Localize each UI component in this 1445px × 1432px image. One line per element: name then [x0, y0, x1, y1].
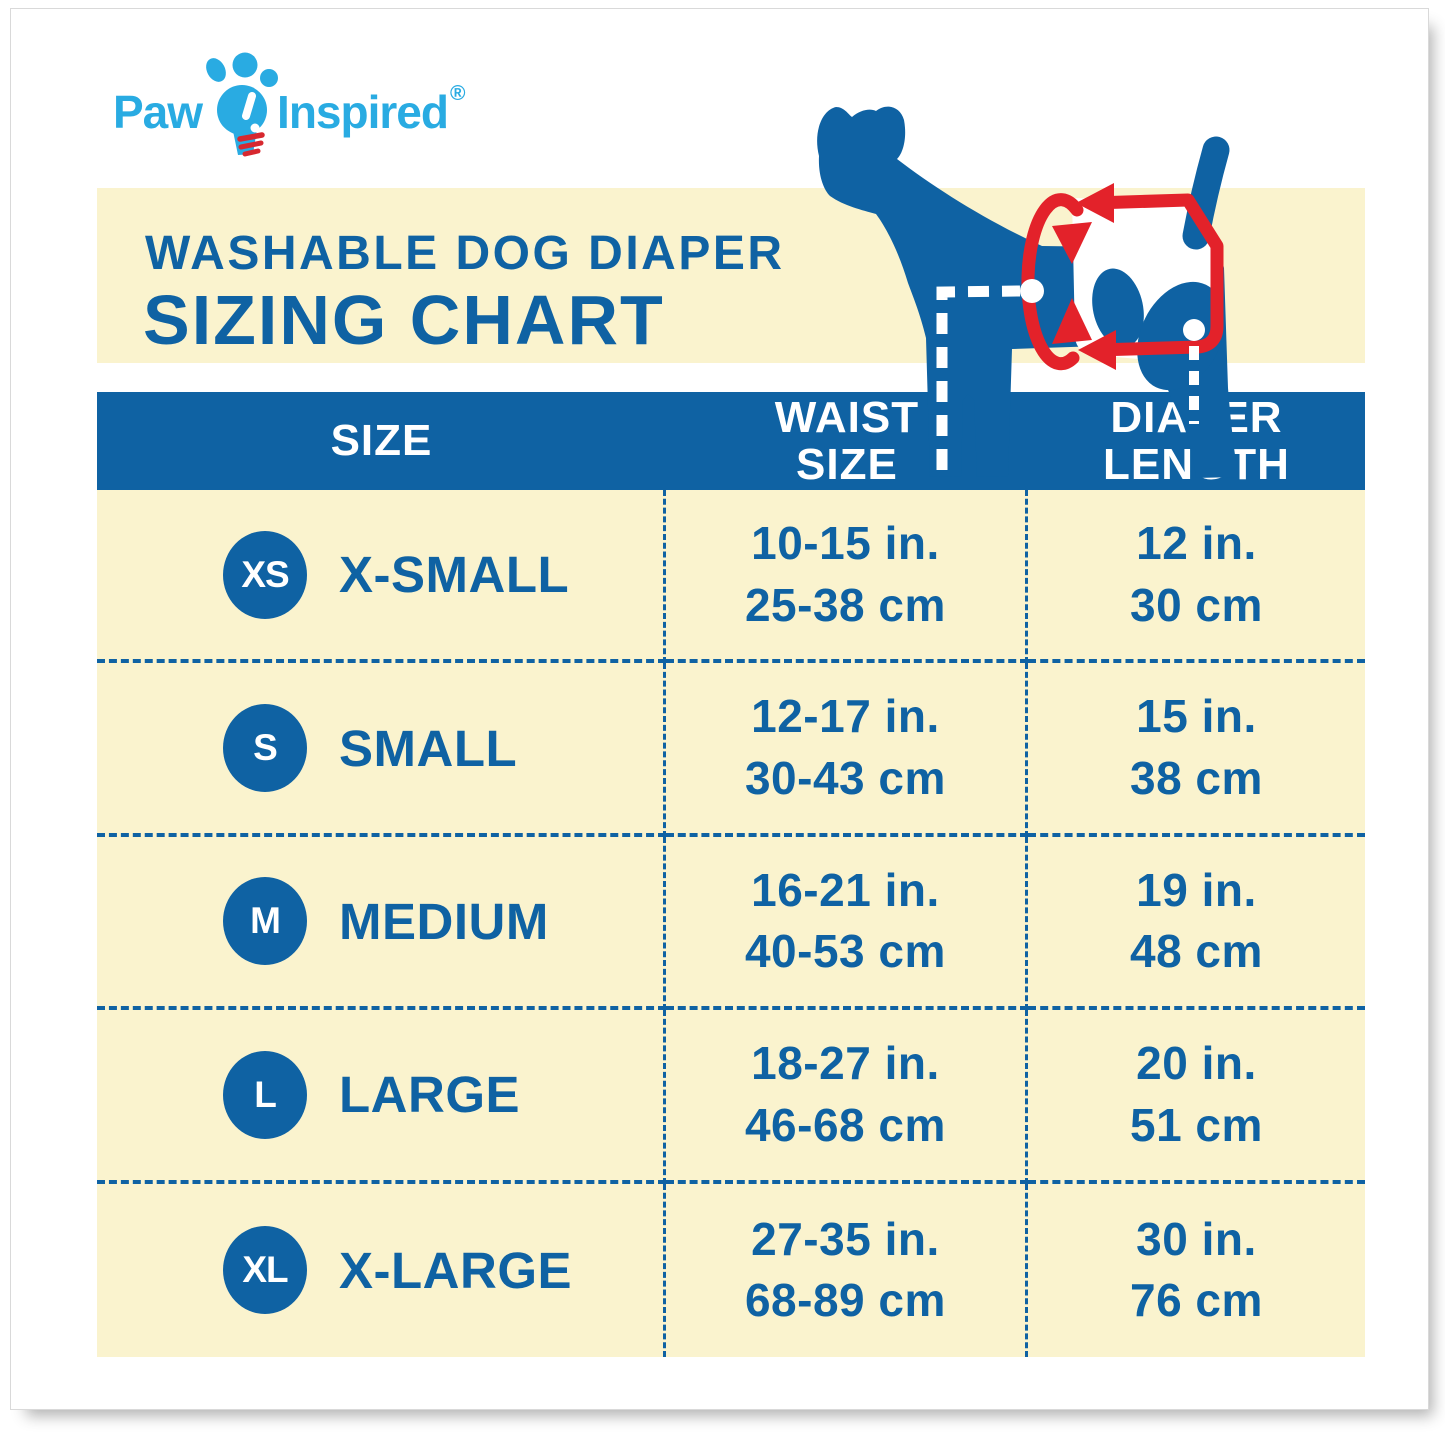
- waist-size-cell: 18-27 in. 46-68 cm: [665, 1010, 1028, 1184]
- table-header-row: SIZE WAIST SIZE DIAPER LENGTH: [97, 392, 1365, 490]
- size-cell: L LARGE: [97, 1010, 666, 1184]
- diaper-length-cell: 19 in. 48 cm: [1027, 837, 1365, 1011]
- size-name: MEDIUM: [339, 892, 549, 950]
- brand-logo: Paw Inspired ®: [113, 52, 465, 172]
- waist-measure-arc: [1021, 193, 1084, 371]
- waist-inches-value: 18-27 in.: [751, 1037, 940, 1090]
- size-badge: L: [223, 1050, 307, 1139]
- length-arrowhead-bottom: [1078, 330, 1116, 370]
- diaper-length-cell: 30 in. 76 cm: [1028, 1184, 1365, 1357]
- size-badge-label: XL: [242, 1249, 288, 1291]
- waist-inches-value: 12-17 in.: [751, 690, 940, 743]
- diaper-length-cell: 12 in. 30 cm: [1027, 490, 1365, 664]
- registered-trademark-symbol: ®: [449, 82, 466, 105]
- length-inches-value: 15 in.: [1136, 690, 1257, 743]
- length-inches-value: 19 in.: [1136, 863, 1257, 916]
- diaper-length-cell: 15 in. 38 cm: [1027, 663, 1365, 837]
- size-badge-label: M: [250, 900, 281, 942]
- waist-cm-value: 46-68 cm: [744, 1098, 946, 1151]
- diaper-leg-hole: [1092, 268, 1144, 348]
- length-cm-value: 38 cm: [1129, 752, 1263, 805]
- waist-cm-value: 40-53 cm: [744, 925, 946, 978]
- size-name: LARGE: [339, 1066, 520, 1124]
- size-cell: M MEDIUM: [97, 836, 666, 1011]
- page-title: SIZING CHART: [143, 281, 665, 359]
- length-inches-value: 30 in.: [1136, 1212, 1257, 1265]
- waist-cm-value: 68-89 cm: [744, 1274, 946, 1327]
- table-body: XS X-SMALL 10-15 in. 25-38 cm 12 in. 30 …: [97, 490, 1365, 1357]
- leg-guide-dot: [1183, 319, 1205, 341]
- waist-cm-value: 25-38 cm: [744, 578, 946, 631]
- length-inches-value: 12 in.: [1136, 517, 1257, 570]
- waist-inches-value: 10-15 in.: [751, 517, 940, 570]
- waist-arrowhead-up: [1052, 298, 1092, 344]
- column-header-waist-size: WAIST SIZE: [774, 392, 920, 489]
- size-cell: S SMALL: [97, 663, 666, 837]
- size-name: X-SMALL: [339, 546, 570, 604]
- waist-size-cell: 27-35 in. 68-89 cm: [666, 1183, 1028, 1357]
- size-cell: XL X-LARGE: [97, 1183, 666, 1357]
- size-badge-label: XS: [241, 553, 289, 595]
- size-name: SMALL: [339, 719, 518, 777]
- waist-inches-value: 16-21 in.: [751, 863, 940, 916]
- waist-guide-dot: [1020, 279, 1044, 303]
- size-name: X-LARGE: [339, 1241, 572, 1299]
- size-badge: M: [223, 877, 307, 966]
- length-inches-value: 20 in.: [1136, 1037, 1257, 1090]
- size-cell: XS X-SMALL: [97, 490, 666, 664]
- length-measure-path: [1093, 193, 1224, 357]
- dog-thigh: [1137, 281, 1225, 391]
- size-badge-label: L: [254, 1073, 277, 1115]
- waist-size-cell: 12-17 in. 30-43 cm: [665, 663, 1028, 837]
- column-header-size: SIZE: [330, 416, 433, 466]
- length-cm-value: 51 cm: [1129, 1098, 1263, 1151]
- length-cm-value: 76 cm: [1129, 1274, 1263, 1327]
- waist-guide-dashed-line: [936, 285, 1021, 470]
- length-cm-value: 48 cm: [1129, 925, 1263, 978]
- waist-size-cell: 10-15 in. 25-38 cm: [665, 490, 1028, 664]
- waist-cm-value: 30-43 cm: [744, 752, 946, 805]
- brand-word-inspired: Inspired: [277, 86, 449, 138]
- title-subtitle: WASHABLE DOG DIAPER: [145, 227, 785, 280]
- size-badge: S: [223, 704, 307, 793]
- waist-size-cell: 16-21 in. 40-53 cm: [665, 836, 1028, 1011]
- size-badge: XL: [223, 1226, 307, 1315]
- dog-measurement-diagram: [817, 106, 1237, 479]
- size-badge: XS: [223, 530, 307, 619]
- brand-word-paw: Paw: [113, 86, 203, 138]
- paw-lightbulb-icon: [206, 52, 279, 157]
- waist-inches-value: 27-35 in.: [751, 1212, 940, 1265]
- diaper-length-cell: 20 in. 51 cm: [1027, 1010, 1365, 1184]
- waist-arrowhead-down: [1052, 222, 1092, 264]
- size-badge-label: S: [253, 727, 278, 769]
- length-arrowhead-top: [1076, 183, 1114, 223]
- length-cm-value: 30 cm: [1129, 578, 1263, 631]
